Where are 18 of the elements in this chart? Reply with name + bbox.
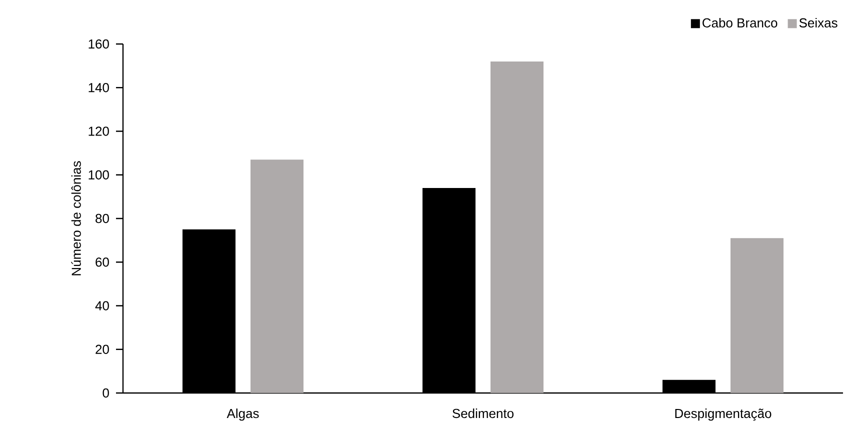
- y-tick-label: 0: [102, 388, 109, 398]
- x-tick-label: Sedimento: [452, 408, 514, 418]
- y-tick-label: 140: [88, 83, 109, 92]
- x-tick-label: Despigmentação: [675, 408, 772, 421]
- y-tick-label: 160: [88, 39, 109, 49]
- bar: [730, 238, 784, 393]
- y-tick-label: 60: [96, 258, 109, 267]
- y-tick-label: 100: [88, 170, 109, 180]
- bar: [250, 160, 304, 393]
- legend-label: Seixas: [799, 18, 838, 28]
- x-tick-label: Algas: [226, 408, 259, 421]
- legend-label: Cabo Branco: [702, 18, 778, 28]
- y-axis-title: Número de colônias: [71, 161, 81, 276]
- y-tick-label: 80: [96, 214, 109, 224]
- bar: [490, 61, 544, 393]
- y-tick-label: 40: [95, 301, 109, 310]
- y-tick-label: 120: [88, 126, 109, 136]
- y-tick-label: 20: [96, 344, 109, 354]
